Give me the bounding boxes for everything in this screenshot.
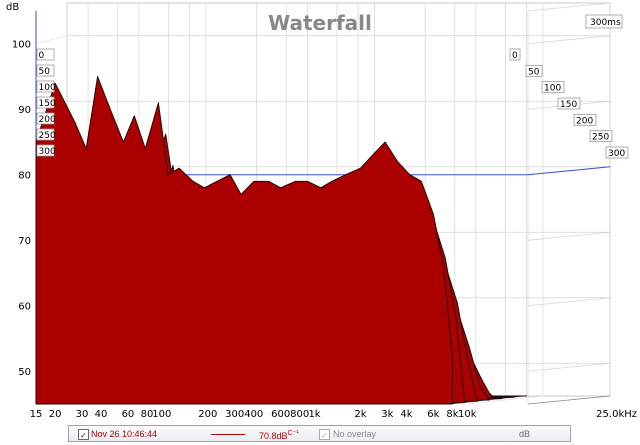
right-top-edge bbox=[527, 2, 611, 12]
y-tick-label: 80 bbox=[18, 170, 31, 181]
x-tick-label: 3k bbox=[381, 409, 393, 420]
side-gridline bbox=[527, 231, 611, 241]
x-tick-label: 300 bbox=[225, 409, 244, 420]
x-tick-label: 8k bbox=[446, 409, 458, 420]
time-label-left: 150 bbox=[39, 99, 56, 109]
x-tick-label: 80 bbox=[141, 409, 154, 420]
trace-value-suffix: C⁻¹ bbox=[287, 430, 299, 437]
time-label-left: 50 bbox=[39, 67, 51, 77]
time-label-box-left bbox=[36, 128, 55, 141]
y-tick-label: 50 bbox=[18, 367, 31, 378]
y-axis-unit-label: dB bbox=[6, 2, 19, 13]
side-gridline bbox=[527, 35, 611, 45]
x-tick-label: 200 bbox=[198, 409, 217, 420]
waterfall-plot[interactable]: 50 60 70 80 90 100 15 20 30 40 60 80 100 200 300 400 60… bbox=[0, 0, 640, 425]
time-label-left: 250 bbox=[39, 131, 56, 141]
x-tick-label: 4k bbox=[400, 409, 412, 420]
time-label-right: 0 bbox=[512, 51, 518, 61]
y-tick-label: 90 bbox=[18, 105, 31, 116]
x-tick-label: 15 bbox=[30, 409, 43, 420]
side-gridline bbox=[527, 297, 611, 307]
chart-title: Waterfall bbox=[268, 11, 372, 35]
time-label-right: 150 bbox=[560, 100, 577, 110]
time-label-box-left bbox=[36, 48, 55, 61]
x-tick-label: 6k bbox=[427, 409, 439, 420]
right-floor-edge bbox=[527, 395, 611, 405]
time-label-box-right bbox=[557, 97, 581, 110]
measurement-checkbox[interactable]: ✓ bbox=[78, 429, 89, 440]
overlay-label: No overlay bbox=[333, 429, 377, 439]
time-label-right: 50 bbox=[528, 67, 540, 77]
y-axis-tick-labels: 50 60 70 80 90 100 bbox=[12, 39, 31, 378]
left-side-gridline bbox=[35, 35, 68, 44]
waterfall-slice bbox=[35, 76, 453, 405]
time-slice-labels-left: 0 50 100 150 200 250 300 bbox=[36, 48, 56, 157]
x-tick-label: 400 bbox=[244, 409, 263, 420]
time-label-left: 100 bbox=[39, 83, 56, 93]
overlay-checkbox[interactable]: ✓ bbox=[319, 429, 330, 440]
measurement-name[interactable]: Nov 26 10:46:44 bbox=[91, 429, 158, 439]
time-label-box-right bbox=[605, 146, 629, 159]
time-label-left: 200 bbox=[39, 115, 56, 125]
time-unit-box bbox=[585, 14, 623, 29]
side-gridline bbox=[527, 362, 611, 372]
time-label-right: 100 bbox=[544, 84, 561, 94]
time-label-box-left bbox=[36, 112, 55, 125]
x-tick-label: 60 bbox=[122, 409, 135, 420]
floor-gridline bbox=[467, 395, 543, 405]
x-tick-label: 40 bbox=[95, 409, 108, 420]
x-tick-label: 600 bbox=[271, 409, 290, 420]
trace-color-swatch[interactable] bbox=[211, 434, 245, 435]
time-label-left: 0 bbox=[39, 51, 45, 61]
x-tick-label: 1k bbox=[308, 409, 320, 420]
time-label-right: 250 bbox=[592, 133, 609, 143]
time-label-box-right bbox=[525, 64, 543, 77]
time-label-box-left bbox=[36, 96, 55, 109]
x-tick-label: 800 bbox=[290, 409, 309, 420]
time-label-box-right bbox=[541, 81, 565, 94]
y-tick-label: 100 bbox=[12, 39, 31, 50]
x-tick-label: 25.0kHz bbox=[596, 409, 637, 420]
time-label-box-left bbox=[36, 80, 55, 93]
trace-value-readout: 70.8dBC⁻¹ bbox=[259, 428, 299, 442]
time-unit-label: 300ms bbox=[590, 18, 621, 28]
reference-line bbox=[36, 166, 611, 176]
time-label-box-left bbox=[36, 144, 55, 157]
time-label-box-right bbox=[509, 48, 521, 61]
time-label-box-right bbox=[589, 130, 613, 143]
x-tick-label: 2k bbox=[354, 409, 366, 420]
x-tick-label: 20 bbox=[49, 409, 62, 420]
unit-label: dB bbox=[519, 429, 531, 439]
status-bar: ✓ Nov 26 10:46:44 70.8dBC⁻¹ ✓ No overlay… bbox=[68, 425, 571, 442]
time-label-right: 200 bbox=[576, 116, 593, 126]
trace-value: 70.8dB bbox=[259, 431, 288, 441]
y-tick-label: 60 bbox=[18, 301, 31, 312]
time-label-box-right bbox=[573, 113, 597, 126]
time-label-right: 300 bbox=[608, 149, 625, 159]
reference-level-line bbox=[36, 166, 611, 176]
time-slice-labels-right: 0 50 100 150 200 250 300 bbox=[509, 48, 629, 159]
x-tick-label: 100 bbox=[152, 409, 171, 420]
waterfall-slices bbox=[35, 76, 528, 405]
x-tick-label: 30 bbox=[76, 409, 89, 420]
y-tick-label: 70 bbox=[18, 236, 31, 247]
time-label-left: 300 bbox=[39, 147, 56, 157]
time-label-box-left bbox=[36, 64, 55, 77]
x-tick-label: 10k bbox=[458, 409, 477, 420]
